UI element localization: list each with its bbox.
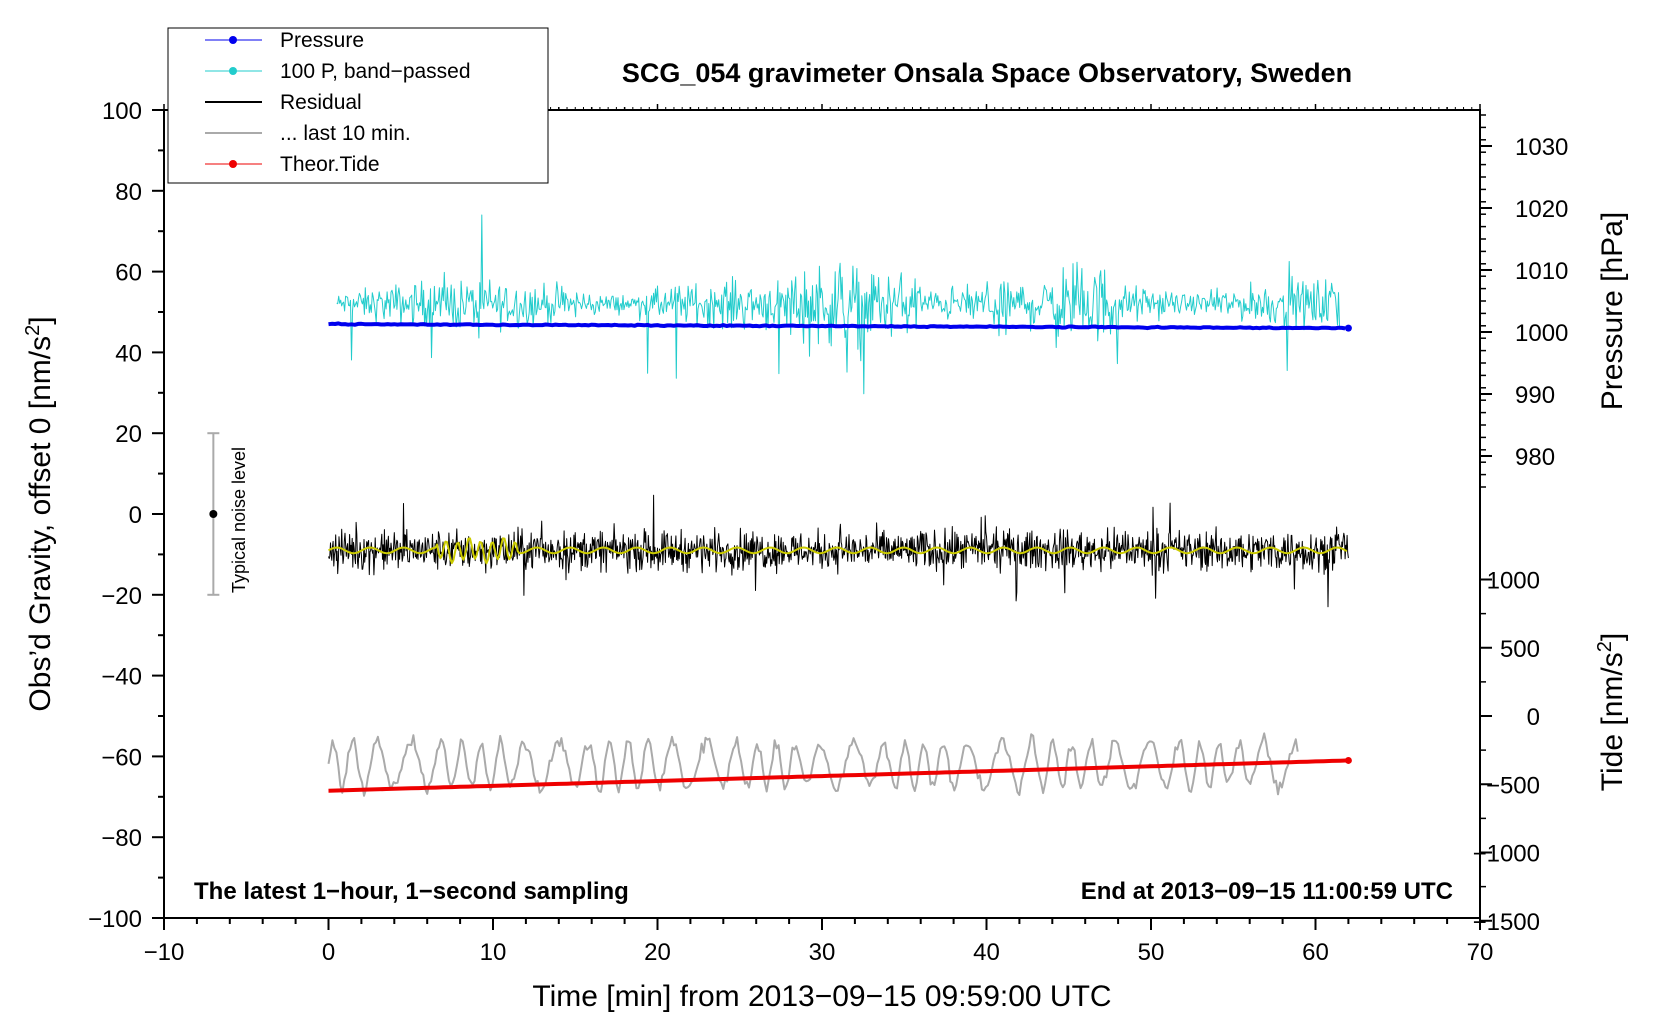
x-tick-label: 60 [1302, 939, 1329, 966]
noise-level-bar [207, 432, 220, 596]
y-tick-label: −20 [101, 583, 142, 610]
pressure-tick-label: 1020 [1515, 196, 1568, 223]
x-tick-label: 70 [1467, 939, 1494, 966]
series-pressure-bandpassed [336, 214, 1340, 395]
pressure-tick-label: 990 [1515, 382, 1555, 409]
y-tick-label: −40 [101, 664, 142, 691]
legend-label: Theor.Tide [280, 153, 380, 176]
legend-marker [229, 160, 237, 168]
y-tick-label: 80 [115, 179, 142, 206]
x-axis-title: Time [min] from 2013−09−15 09:59:00 UTC [532, 980, 1111, 1013]
pressure-tick-label: 1000 [1515, 320, 1568, 347]
legend: Pressure 100 P, band−passed Residual ... la… [167, 27, 549, 184]
series-residual [328, 494, 1349, 608]
series-residual-smoothed [328, 537, 1348, 565]
tide-tick-label: −500 [1486, 772, 1540, 799]
series-theoretical-tide [328, 758, 1349, 793]
y-axis-title: Obs’d Gravity, offset 0 [nm/s2] [22, 316, 57, 711]
y-tick-label: 20 [115, 421, 142, 448]
pressure-end-marker [1344, 324, 1352, 332]
y-tick-label: 40 [115, 340, 142, 367]
legend-label: 100 P, band−passed [280, 60, 471, 83]
pressure-tick-label: 1010 [1515, 258, 1568, 285]
y-tick-label: 100 [102, 98, 142, 125]
tide-tick-label: 500 [1500, 636, 1540, 663]
x-tick-label: 10 [480, 939, 507, 966]
x-tick-label: 30 [809, 939, 836, 966]
annotation-end-time: End at 2013−09−15 11:00:59 UTC [1081, 878, 1453, 905]
noise-bar-center-dot [209, 510, 218, 518]
x-tick-label: 40 [973, 939, 1000, 966]
pressure-tick-label: 980 [1515, 444, 1555, 471]
legend-label: Residual [280, 91, 362, 114]
legend-label: Pressure [280, 29, 364, 52]
series-pressure [328, 321, 1346, 331]
plot-frame [163, 109, 1481, 919]
legend-marker [229, 36, 237, 44]
tide-axis-title: Tide [nm/s2] [1594, 633, 1629, 791]
x-tick-label: 0 [322, 939, 335, 966]
tide-tick-label: 1000 [1487, 568, 1540, 595]
x-tick-label: −10 [144, 939, 185, 966]
legend-box [167, 27, 549, 184]
x-tick-label: 20 [644, 939, 671, 966]
annotation-sampling: The latest 1−hour, 1−second sampling [194, 878, 629, 905]
y-axis-right-tide: −1500 −1000 −500 0 500 1000 [1473, 568, 1540, 936]
pressure-axis-title: Pressure [hPa] [1596, 212, 1629, 410]
legend-marker [229, 67, 237, 75]
tide-tick-label: 0 [1527, 704, 1540, 731]
y-axis-left: −100 −80 −60 −40 −20 0 20 40 60 80 100 [88, 98, 164, 933]
y-axis-right-pressure: 980 990 1000 1010 1020 1030 [1480, 114, 1568, 488]
plot-series [327, 214, 1352, 797]
noise-level-label: Typical noise level [229, 447, 249, 593]
x-tick-label: 50 [1138, 939, 1165, 966]
y-tick-label: −100 [88, 906, 142, 933]
legend-label: ... last 10 min. [280, 122, 411, 145]
y-tick-label: −60 [101, 744, 142, 771]
y-tick-label: 60 [115, 260, 142, 287]
tide-end-marker [1344, 756, 1352, 764]
series-last-10-min [327, 732, 1299, 797]
tide-tick-label: −1000 [1473, 841, 1540, 868]
chart-title: SCG_054 gravimeter Onsala Space Observat… [622, 58, 1352, 88]
y-tick-label: −80 [101, 825, 142, 852]
y-tick-label: 0 [129, 502, 142, 529]
pressure-tick-label: 1030 [1515, 134, 1568, 161]
tide-tick-label: −1500 [1473, 909, 1540, 936]
